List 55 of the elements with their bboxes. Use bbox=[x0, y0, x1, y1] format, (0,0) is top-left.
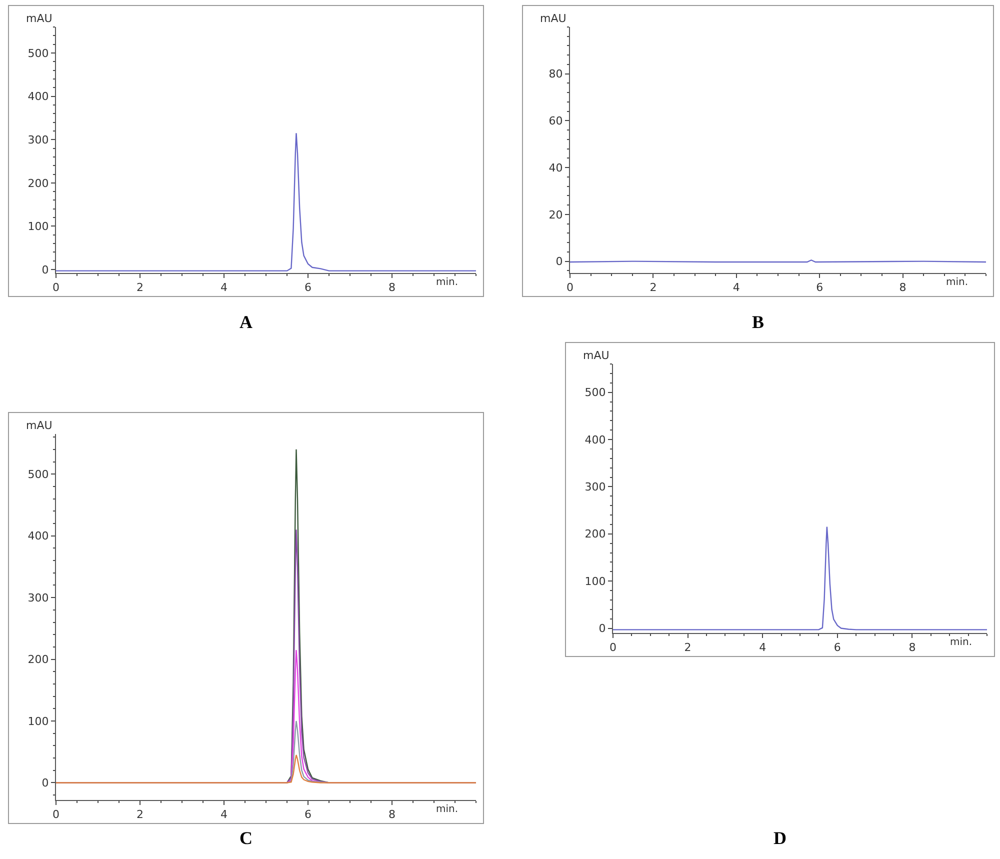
y-tick-label: 20 bbox=[548, 208, 563, 222]
y-tick-label: 500 bbox=[28, 46, 49, 60]
x-tick-label: 2 bbox=[684, 641, 692, 654]
x-tick-label: 8 bbox=[388, 281, 396, 294]
y-tick-label: 100 bbox=[584, 574, 606, 588]
x-tick-label: 4 bbox=[220, 808, 228, 822]
y-tick-label: 400 bbox=[584, 433, 606, 446]
y-tick-label: 500 bbox=[584, 386, 606, 400]
x-tick-label: 6 bbox=[834, 641, 841, 654]
y-tick-label: 400 bbox=[28, 90, 49, 104]
y-axis-title: mAU bbox=[26, 419, 52, 432]
x-tick-label: 4 bbox=[220, 281, 228, 294]
x-tick-label: 8 bbox=[388, 808, 396, 822]
y-tick-label: 200 bbox=[28, 176, 49, 190]
y-tick-label: 0 bbox=[42, 776, 49, 790]
y-tick-label: 0 bbox=[598, 622, 606, 636]
text: B bbox=[750, 312, 765, 333]
x-tick-label: 0 bbox=[610, 641, 616, 654]
text: D bbox=[772, 828, 788, 849]
x-tick-label: 0 bbox=[566, 281, 574, 294]
x-axis-title: min. bbox=[950, 637, 972, 648]
y-tick-label: 300 bbox=[584, 480, 606, 494]
y-tick-label: 40 bbox=[548, 161, 563, 174]
y-tick-label: 80 bbox=[548, 68, 563, 81]
y-tick-label: 0 bbox=[42, 263, 49, 276]
x-tick-label: 4 bbox=[759, 641, 766, 654]
y-axis-title: mAU bbox=[583, 349, 610, 362]
y-tick-label: 400 bbox=[28, 530, 49, 543]
x-tick-label: 0 bbox=[52, 808, 60, 822]
x-tick-label: 4 bbox=[732, 281, 740, 294]
x-tick-label: 2 bbox=[650, 281, 657, 294]
x-axis-title: min. bbox=[436, 804, 458, 815]
y-tick-label: 500 bbox=[28, 468, 49, 481]
text: C bbox=[238, 828, 254, 849]
y-tick-label: 300 bbox=[28, 591, 49, 604]
y-tick-label: 300 bbox=[28, 133, 49, 146]
y-tick-label: 100 bbox=[28, 220, 49, 234]
x-tick-label: 2 bbox=[136, 281, 144, 294]
x-tick-label: 6 bbox=[304, 808, 312, 822]
x-tick-label: 0 bbox=[52, 281, 60, 294]
y-tick-label: 60 bbox=[548, 114, 563, 128]
x-tick-label: 6 bbox=[304, 281, 312, 294]
text: A bbox=[238, 312, 254, 333]
x-tick-label: 6 bbox=[816, 281, 824, 294]
y-tick-label: 200 bbox=[584, 528, 606, 541]
y-tick-label: 0 bbox=[556, 255, 563, 268]
y-tick-label: 200 bbox=[28, 653, 49, 666]
x-tick-label: 2 bbox=[136, 808, 144, 822]
y-axis-title: mAU bbox=[26, 12, 52, 25]
x-tick-label: 8 bbox=[908, 641, 916, 654]
x-tick-label: 8 bbox=[899, 281, 906, 294]
x-axis-title: min. bbox=[946, 277, 968, 288]
y-axis-title: mAU bbox=[540, 12, 566, 25]
x-axis-title: min. bbox=[436, 277, 458, 288]
y-tick-label: 100 bbox=[28, 714, 49, 728]
